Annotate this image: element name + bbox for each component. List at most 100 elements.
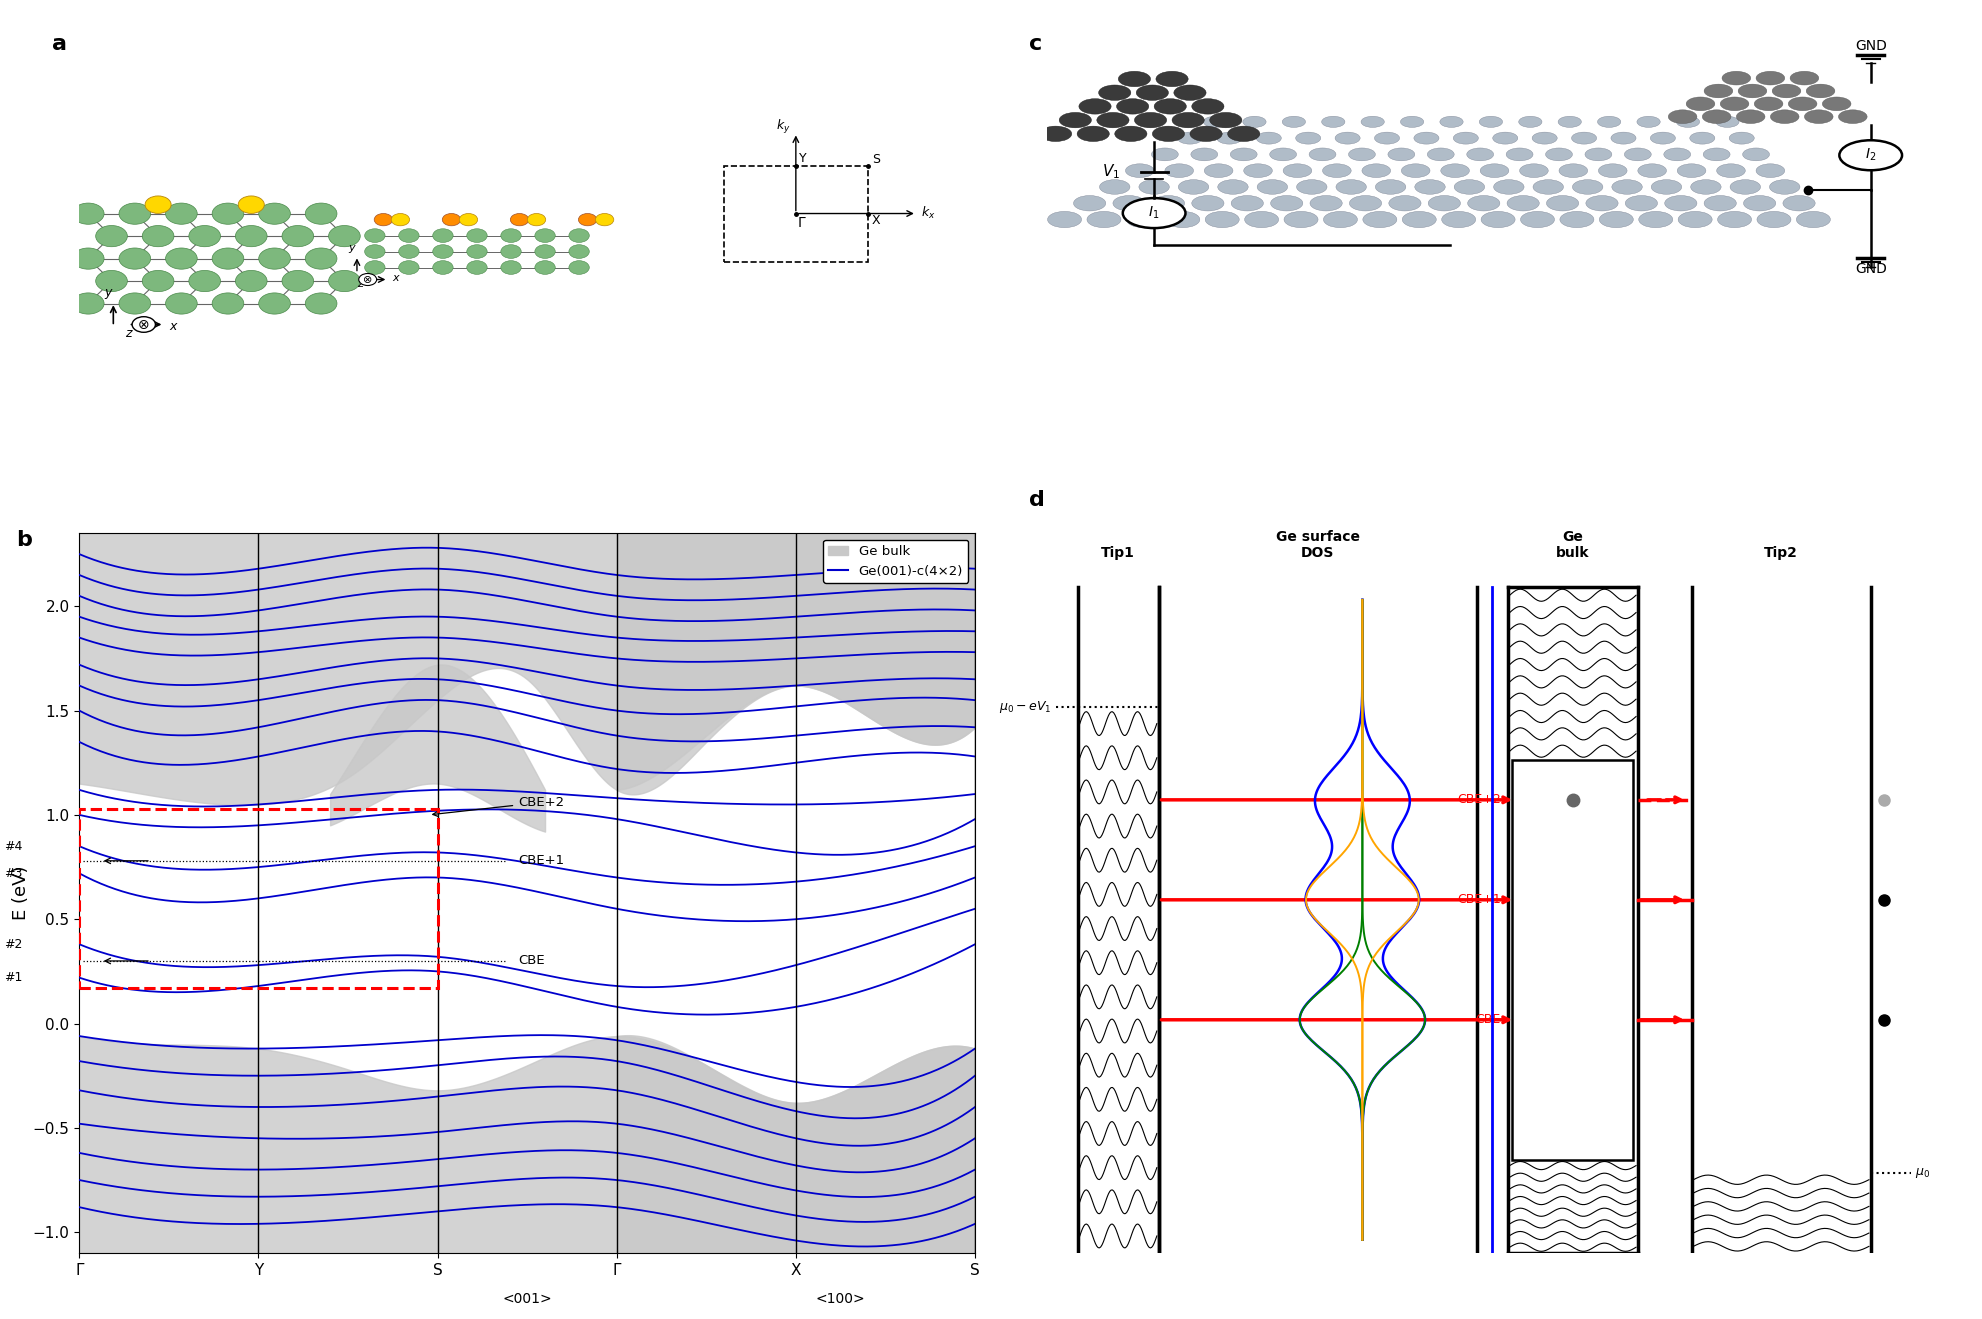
Circle shape <box>1415 179 1445 194</box>
Circle shape <box>1270 148 1296 161</box>
Circle shape <box>1324 211 1358 228</box>
Text: d: d <box>1029 491 1045 510</box>
Circle shape <box>1427 148 1455 161</box>
Circle shape <box>1098 84 1132 100</box>
Circle shape <box>1467 148 1494 161</box>
Circle shape <box>1336 132 1360 144</box>
Circle shape <box>1597 116 1621 128</box>
Text: $\mu_0$: $\mu_0$ <box>1915 1166 1930 1181</box>
Text: <100>: <100> <box>817 1293 866 1306</box>
Circle shape <box>1804 109 1833 124</box>
Circle shape <box>398 261 418 274</box>
Circle shape <box>1705 84 1732 98</box>
Circle shape <box>1806 84 1835 98</box>
Circle shape <box>1100 179 1130 194</box>
Circle shape <box>1205 164 1233 178</box>
Text: a: a <box>52 33 67 54</box>
Circle shape <box>1152 127 1185 141</box>
Text: ⊗: ⊗ <box>139 318 149 331</box>
Circle shape <box>527 214 545 226</box>
Circle shape <box>1772 84 1802 98</box>
Circle shape <box>1796 211 1831 228</box>
Circle shape <box>305 248 337 269</box>
Circle shape <box>1114 195 1146 211</box>
Circle shape <box>365 245 385 259</box>
Circle shape <box>1362 164 1391 178</box>
Circle shape <box>1439 116 1463 128</box>
Circle shape <box>1257 179 1288 194</box>
Circle shape <box>1506 195 1540 211</box>
Circle shape <box>1308 148 1336 161</box>
Circle shape <box>1481 164 1508 178</box>
Text: z: z <box>125 327 131 340</box>
Circle shape <box>1481 211 1514 228</box>
Circle shape <box>1651 132 1675 144</box>
Text: x: x <box>392 273 400 282</box>
Circle shape <box>1691 132 1714 144</box>
Circle shape <box>1742 148 1770 161</box>
Circle shape <box>1625 195 1657 211</box>
Circle shape <box>145 197 170 214</box>
Circle shape <box>1078 99 1112 115</box>
Circle shape <box>1270 195 1302 211</box>
Circle shape <box>501 245 521 259</box>
Circle shape <box>1245 211 1278 228</box>
Circle shape <box>1756 71 1784 84</box>
Circle shape <box>1754 98 1784 111</box>
Text: #3: #3 <box>4 867 22 880</box>
Circle shape <box>579 214 597 226</box>
Circle shape <box>569 261 589 274</box>
Circle shape <box>432 261 454 274</box>
Circle shape <box>1231 148 1257 161</box>
Circle shape <box>1518 116 1542 128</box>
Circle shape <box>1663 148 1691 161</box>
Circle shape <box>1790 71 1819 84</box>
Circle shape <box>1189 127 1223 141</box>
Circle shape <box>1494 179 1524 194</box>
Text: #1: #1 <box>4 971 22 984</box>
Circle shape <box>188 226 220 247</box>
Text: $\mu_0-eV_1$: $\mu_0-eV_1$ <box>999 699 1050 715</box>
Circle shape <box>329 270 361 291</box>
Circle shape <box>1171 112 1205 128</box>
Circle shape <box>501 228 521 243</box>
Circle shape <box>535 245 555 259</box>
Circle shape <box>1203 116 1227 128</box>
Text: Tip2: Tip2 <box>1764 546 1798 559</box>
Text: S: S <box>872 153 880 166</box>
Circle shape <box>1722 71 1750 84</box>
Circle shape <box>365 228 385 243</box>
Text: $V_1$: $V_1$ <box>1102 162 1120 181</box>
Text: z: z <box>357 278 363 289</box>
Circle shape <box>1173 84 1207 100</box>
Circle shape <box>460 214 478 226</box>
Circle shape <box>1076 127 1110 141</box>
Circle shape <box>305 293 337 314</box>
Bar <box>723 166 868 261</box>
Circle shape <box>1126 211 1159 228</box>
Circle shape <box>1227 127 1261 141</box>
Circle shape <box>1572 132 1597 144</box>
Circle shape <box>1154 99 1187 115</box>
Circle shape <box>1376 179 1405 194</box>
Circle shape <box>143 226 174 247</box>
Circle shape <box>1191 99 1225 115</box>
Circle shape <box>1118 71 1150 87</box>
Text: CBE+2: CBE+2 <box>1457 793 1500 806</box>
Circle shape <box>1165 211 1199 228</box>
Text: CBE+2: CBE+2 <box>432 795 565 816</box>
Circle shape <box>1284 211 1318 228</box>
Circle shape <box>1651 179 1681 194</box>
Circle shape <box>238 197 264 214</box>
Circle shape <box>1599 211 1633 228</box>
Circle shape <box>1387 148 1415 161</box>
Legend: Ge bulk, Ge(001)-c(4×2): Ge bulk, Ge(001)-c(4×2) <box>823 539 969 583</box>
Circle shape <box>1429 195 1461 211</box>
Circle shape <box>375 214 392 226</box>
Circle shape <box>1679 211 1712 228</box>
Circle shape <box>1738 84 1766 98</box>
Circle shape <box>1532 132 1558 144</box>
Circle shape <box>1453 132 1479 144</box>
Circle shape <box>359 273 377 285</box>
Text: CBE+1: CBE+1 <box>1457 893 1500 906</box>
